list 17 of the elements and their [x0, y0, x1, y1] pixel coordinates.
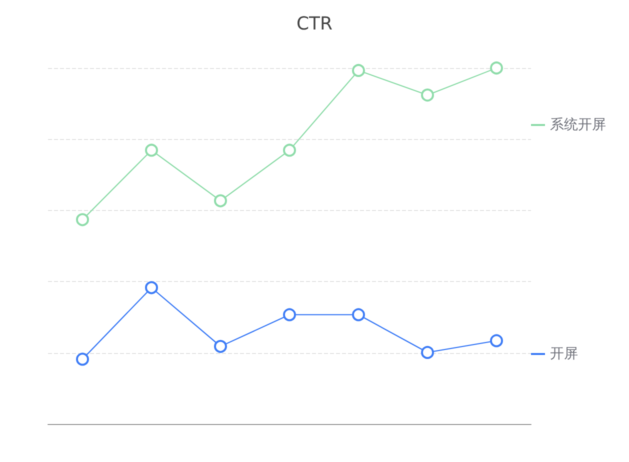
- point: [352, 64, 365, 77]
- point: [76, 213, 89, 226]
- point: [145, 144, 158, 157]
- legend-label: 系统开屏: [550, 117, 606, 133]
- point: [145, 281, 158, 294]
- point: [490, 62, 503, 74]
- point: [421, 88, 434, 102]
- point: [76, 352, 89, 366]
- point: [214, 340, 227, 353]
- point: [490, 334, 503, 348]
- point: [214, 194, 227, 208]
- point: [283, 144, 296, 157]
- point: [283, 308, 296, 322]
- point: [352, 308, 365, 322]
- chart-title: CTR: [296, 14, 333, 34]
- point: [421, 346, 434, 359]
- legend-label: 开屏: [550, 346, 578, 362]
